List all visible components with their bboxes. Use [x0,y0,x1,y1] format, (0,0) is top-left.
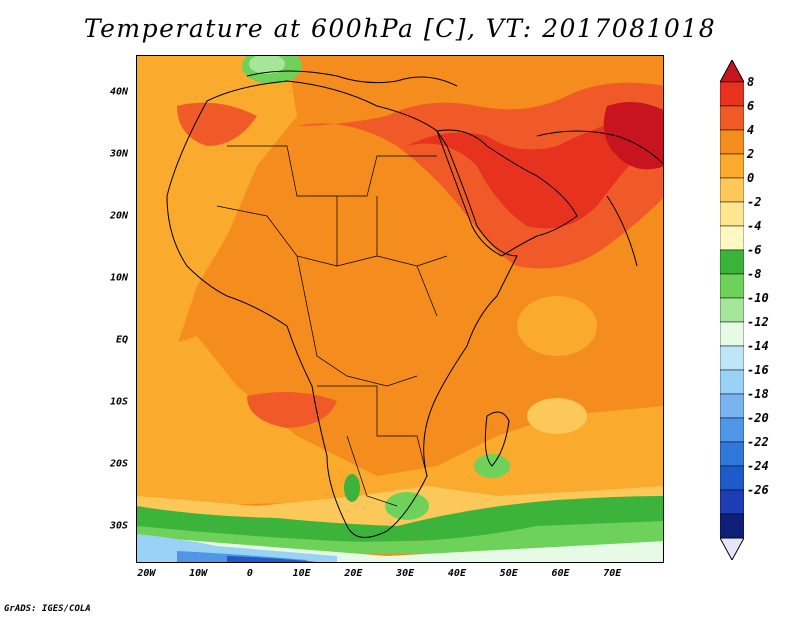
colorbar-swatch [720,105,744,131]
longitude-label: 0 [246,568,253,579]
colorbar-label: 6 [747,99,755,113]
latitude-label: 10N [109,272,128,284]
longitude-label: 60E [551,568,570,579]
colorbar-label: -16 [747,363,769,377]
latitude-label: 20S [109,458,128,470]
madagascar-coastline [484,411,510,467]
colorbar-swatch [720,465,744,491]
latitude-label: EQ [115,334,128,346]
temperature-map [137,56,663,562]
field-mild-south [137,336,663,506]
field-hot-core [407,116,647,229]
colorbar-swatch [720,249,744,275]
border-south [317,385,428,477]
latitude-label: 40N [109,86,128,98]
colorbar-label: -12 [747,315,769,329]
colorbar-swatch [720,321,744,347]
colorbar-label: -20 [747,411,769,425]
colorbar [720,60,744,560]
latitude-label: 20N [109,210,128,222]
colorbar-label: -10 [747,291,769,305]
arabia-coastline [436,129,578,257]
map-title: Temperature at 600hPa [C], VT: 201708101… [83,14,717,43]
map-panel [136,55,664,563]
colorbar-swatch [720,177,744,203]
colorbar-label: -26 [747,483,769,497]
latitude-label: 30N [109,148,128,160]
colorbar-label: 4 [747,123,755,137]
country-borders [216,145,448,507]
credit-text: GrADS: IGES/COLA [4,604,91,614]
longitude-label: 20W [137,568,156,579]
colorbar-swatch [720,297,744,323]
colorbar-label: -22 [747,435,769,449]
latitude-label: 10S [109,396,128,408]
longitude-label: 50E [499,568,518,579]
colorbar-swatch [720,393,744,419]
border-meridians [336,196,438,317]
colorbar-swatch [720,201,744,227]
colorbar-label: -2 [747,195,762,209]
longitude-label: 10E [292,568,311,579]
longitude-label: 70E [603,568,622,579]
colorbar-label: 0 [747,171,755,185]
field-dark-blue [227,556,317,562]
field-very-warm-nw [177,102,257,146]
colorbar-label: -6 [747,243,762,257]
colorbar-swatch [720,369,744,395]
colorbar-label: -18 [747,387,769,401]
colorbar-label: 8 [747,75,755,89]
colorbar-top-arrow [720,60,744,83]
colorbar-swatch [720,273,744,299]
field-mild-east [517,296,597,356]
colorbar-label: -8 [747,267,762,281]
colorbar-swatch [720,345,744,371]
colorbar-bottom-arrow [720,537,744,560]
colorbar-swatch [720,129,744,155]
border-central [296,255,418,387]
border-n-africa [227,145,437,197]
field-green-namibia [344,474,360,502]
longitude-label: 20E [344,568,363,579]
field-hot-peak [603,102,663,170]
longitude-label: 40E [447,568,466,579]
asia-coastline [536,130,663,267]
colorbar-label: 2 [747,147,755,161]
field-green-sa [385,492,429,520]
colorbar-swatch [720,441,744,467]
europe-coastline [246,70,458,87]
border-sa [346,435,398,507]
longitude-label: 30E [396,568,415,579]
colorbar-label: -4 [747,219,762,233]
field-pale-green-north [249,56,285,74]
colorbar-label: -24 [747,459,769,473]
colorbar-swatch [720,489,744,515]
field-pale-east [527,398,587,434]
colorbar-swatch [720,225,744,251]
colorbar-swatch [720,81,744,107]
longitude-label: 10W [189,568,208,579]
colorbar-swatch [720,513,744,539]
colorbar-swatch [720,153,744,179]
colorbar-label: -14 [747,339,769,353]
latitude-label: 30S [109,520,128,532]
colorbar-swatch [720,417,744,443]
